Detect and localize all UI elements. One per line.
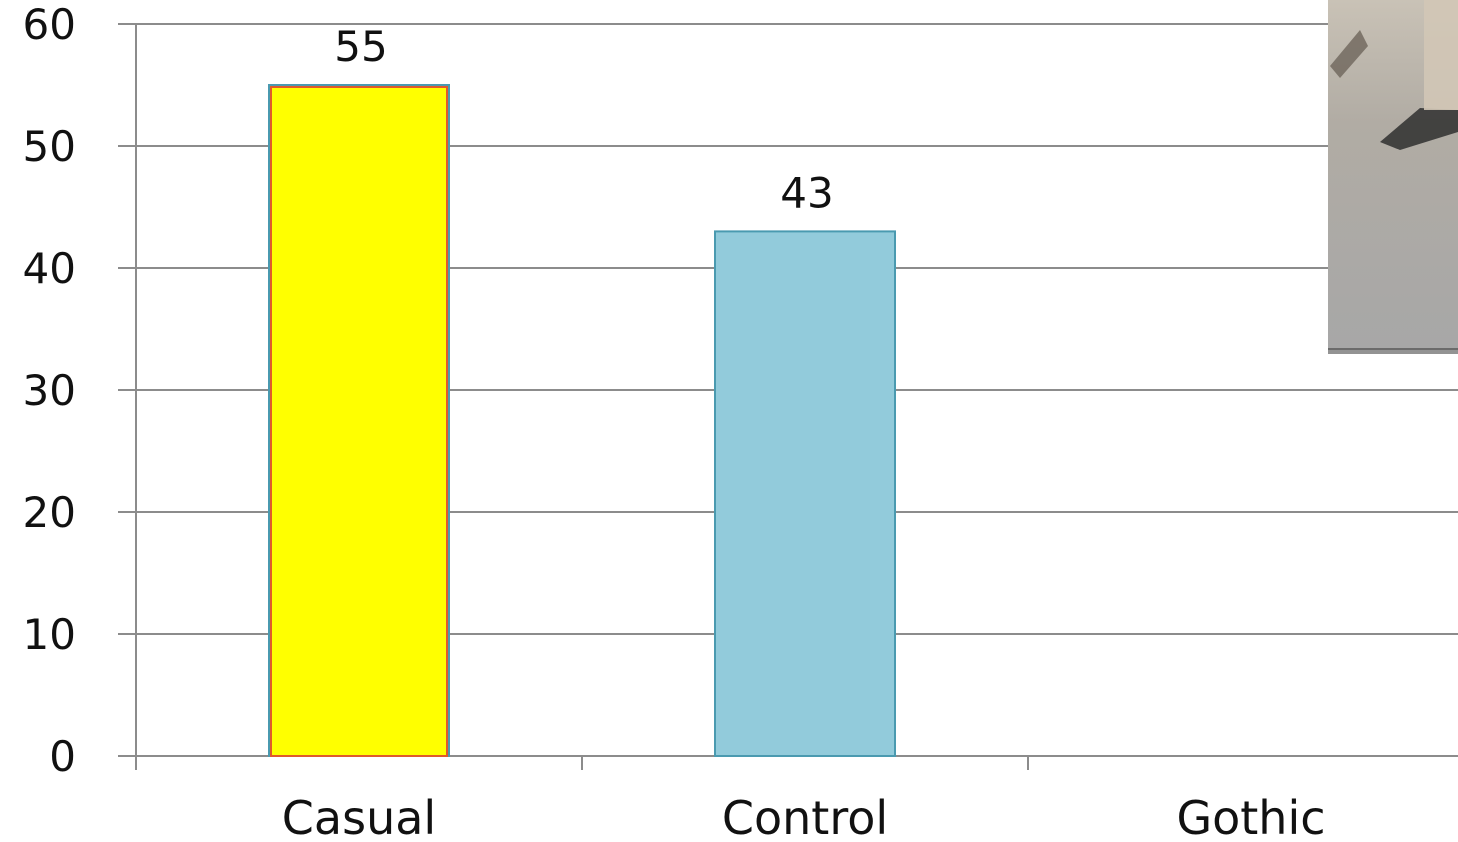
y-tick-label: 0	[49, 732, 76, 781]
y-tick-label: 10	[23, 610, 76, 659]
bar-inner-edge	[270, 86, 448, 757]
y-tick-label: 60	[23, 0, 76, 49]
data-label: 55	[334, 22, 387, 71]
y-tick-label: 30	[23, 366, 76, 415]
data-label: 43	[780, 168, 833, 217]
bar-control	[714, 230, 896, 757]
photo-fragment	[1328, 0, 1458, 354]
photo-detail-post	[1424, 0, 1458, 110]
photo-edge	[1328, 348, 1458, 354]
x-category-label: Control	[722, 791, 888, 842]
x-category-label: Casual	[282, 791, 436, 842]
photo-detail-shadow	[1380, 108, 1458, 150]
y-tick-label: 40	[23, 244, 76, 293]
x-category-label: Gothic	[1176, 791, 1325, 842]
photo-detail-strap	[1330, 30, 1368, 78]
bar-casual	[268, 84, 450, 757]
bars	[268, 84, 896, 757]
y-tick-label: 20	[23, 488, 76, 537]
y-tick-label: 50	[23, 122, 76, 171]
labels: 0 10 20 30 40 50 60 55 Casual 43 Control Gothic	[23, 0, 1326, 842]
